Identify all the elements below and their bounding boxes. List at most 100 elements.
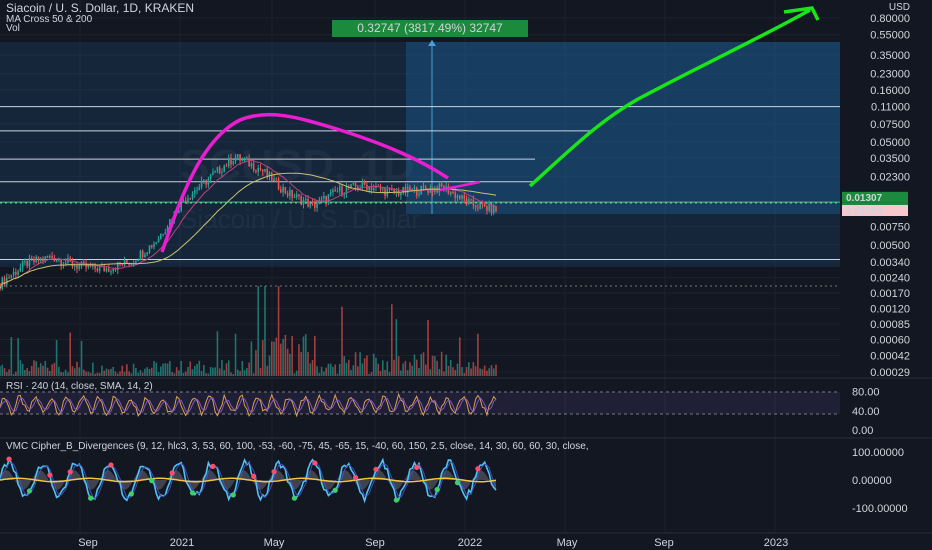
candle-body — [234, 156, 237, 162]
candle-body — [492, 205, 495, 213]
volume-bar — [270, 341, 273, 376]
candle-body — [368, 186, 370, 190]
candle-body — [214, 170, 216, 173]
price-tick: 0.00240 — [870, 273, 910, 285]
candle-body — [458, 195, 461, 199]
green-projection-arrow[interactable] — [528, 8, 811, 188]
candle-body — [424, 187, 427, 190]
price-tick: 0.00042 — [870, 350, 910, 362]
time-axis[interactable]: Sep 2021 May Sep 2022 May Sep 2023 — [78, 537, 788, 549]
vmc-signal-dot — [149, 478, 155, 484]
candle-body — [341, 186, 343, 195]
vmc-signal-dot — [6, 456, 12, 462]
price-tick: 0.00340 — [870, 257, 910, 269]
price-tick: 0.00500 — [870, 240, 910, 252]
volume-bar — [314, 335, 316, 376]
vmc-tick: 100.00000 — [852, 447, 904, 459]
candle-body — [28, 257, 31, 267]
price-tick: 0.23000 — [870, 69, 910, 81]
volume-bar — [175, 367, 178, 376]
volume-bar — [171, 371, 173, 376]
volume-bar — [33, 360, 35, 376]
volume-bar — [193, 365, 196, 376]
volume-bar — [157, 372, 160, 376]
volume-bar — [413, 354, 416, 376]
measure-box-inner[interactable] — [406, 42, 840, 214]
volume-bar — [148, 368, 151, 376]
volume-bar — [82, 369, 85, 376]
vmc-axis: 100.00000 0.00000 -100.00000 — [852, 447, 908, 515]
candle-body — [354, 183, 357, 187]
candle-body — [15, 271, 17, 275]
candle-body — [51, 256, 53, 258]
candle-body — [155, 242, 158, 244]
candle-body — [372, 188, 375, 191]
vmc-wave2-line — [0, 461, 497, 500]
candle-body — [268, 172, 271, 176]
volume-bar — [424, 364, 427, 376]
candle-body — [336, 191, 339, 193]
volume-bar — [196, 363, 198, 376]
measure-box-outer[interactable] — [0, 42, 840, 267]
volume-bar — [105, 368, 108, 376]
volume-bar — [64, 369, 67, 376]
volume-bar — [250, 341, 253, 376]
measure-label: 0.32747 (3817.49%) 32747 — [357, 21, 503, 35]
candle-body — [60, 259, 62, 266]
volume-bar — [431, 355, 434, 376]
candle-body — [452, 192, 454, 194]
candle-body — [418, 194, 420, 196]
candle-body — [275, 178, 278, 180]
vmc-signal-dot — [169, 470, 175, 476]
candle-body — [370, 186, 373, 191]
rsi-line — [0, 392, 497, 418]
volume-bar — [205, 373, 207, 376]
volume-bar — [289, 353, 291, 376]
price-tick: 0.80000 — [870, 13, 910, 25]
volume-bar — [19, 360, 22, 376]
volume-bar — [456, 363, 459, 376]
volume-bar — [42, 365, 44, 376]
volume-bar — [17, 338, 19, 376]
magenta-short-drawing[interactable] — [439, 180, 481, 192]
candle-body — [137, 260, 139, 262]
volume-bar — [46, 367, 49, 376]
volume-bar — [1, 364, 4, 376]
candle-body — [103, 266, 105, 272]
candle-body — [198, 187, 201, 190]
horizontal-levels[interactable] — [0, 106, 840, 260]
rsi-tick: 40.00 — [852, 406, 880, 418]
candle-body — [5, 277, 8, 285]
vmc-signal-dot — [373, 466, 379, 472]
candle-body — [361, 181, 364, 188]
volume-bar — [191, 369, 194, 376]
candle-body — [409, 186, 411, 192]
candle-body — [46, 256, 49, 258]
candle-body — [477, 207, 479, 209]
candle-body — [289, 190, 291, 196]
volume-bar — [261, 340, 264, 376]
magenta-arc-drawing[interactable] — [160, 112, 449, 253]
price-axis[interactable]: 0.80000 0.55000 0.35000 0.23000 0.16000 0.110… — [870, 13, 910, 379]
candle-body — [76, 265, 78, 269]
volume-bar — [10, 337, 13, 376]
price-tick: 0.03500 — [870, 153, 910, 165]
candle-body — [293, 197, 296, 199]
volume-bar — [445, 354, 447, 376]
volume-bar — [121, 365, 124, 376]
volume-bar — [284, 334, 287, 376]
rsi-label: RSI · 240 (14, close, SMA, 14, 2) — [6, 381, 153, 392]
candle-body — [82, 262, 85, 264]
volume-bar — [55, 340, 58, 376]
candle-body — [483, 203, 486, 207]
volume-bar — [282, 338, 284, 376]
candle-body — [112, 268, 115, 272]
candle-body — [64, 262, 67, 265]
vmc-oscillator — [0, 456, 497, 504]
candle-body — [243, 159, 246, 161]
candle-body — [42, 258, 44, 262]
volume-bar — [334, 364, 336, 376]
volume-bar — [137, 372, 139, 376]
